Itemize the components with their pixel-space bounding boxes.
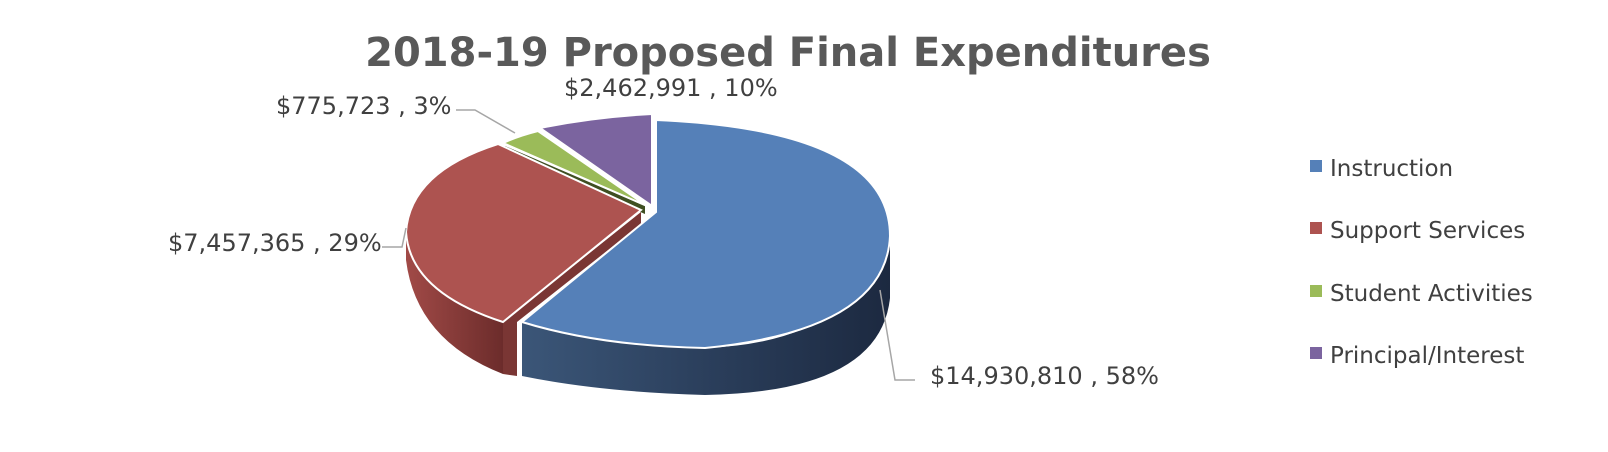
leader-line-support (382, 227, 407, 248)
legend-swatch-support-services (1310, 222, 1322, 234)
legend-label-support-services: Support Services (1330, 218, 1525, 244)
leader-line-instruction (879, 289, 915, 381)
legend-swatch-student-activities (1310, 285, 1322, 297)
pie-plot-area (404, 112, 892, 395)
legend-label-student-activities: Student Activities (1330, 281, 1533, 307)
chart-title: 2018-19 Proposed Final Expenditures (365, 30, 1211, 76)
legend: Instruction Support Services Student Act… (1310, 156, 1533, 369)
slice-side-support-cut (503, 212, 641, 376)
legend-swatch-principal-interest (1310, 347, 1322, 359)
slice-side-support-services (406, 232, 503, 374)
data-label-support-services: $7,457,365 , 29% (168, 229, 382, 257)
leader-line-student (456, 109, 516, 134)
legend-label-principal-interest: Principal/Interest (1330, 343, 1524, 369)
data-label-principal-interest: $2,462,991 , 10% (564, 74, 778, 102)
data-labels: $14,930,810 , 58% $7,457,365 , 29% $775,… (168, 74, 1159, 390)
leader-lines (382, 109, 915, 381)
data-label-student-activities: $775,723 , 3% (276, 92, 451, 120)
slice-instruction (519, 118, 892, 350)
legend-label-instruction: Instruction (1330, 156, 1453, 182)
data-label-instruction: $14,930,810 , 58% (930, 362, 1159, 390)
slice-student-activities (500, 129, 648, 207)
slice-side-instruction (522, 232, 890, 395)
slice-support-services (404, 142, 643, 324)
slice-principal-interest (537, 112, 653, 208)
legend-swatch-instruction (1310, 160, 1322, 172)
